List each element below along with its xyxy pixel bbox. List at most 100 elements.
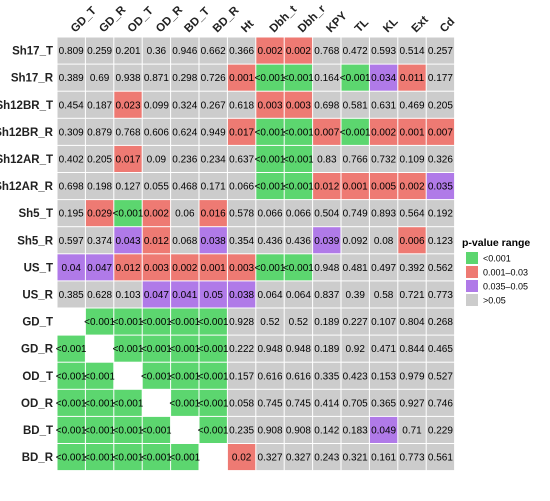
heatmap-cell [369,37,398,64]
heatmap-cell [369,308,398,335]
cell-value-label: 0.746 [428,398,453,409]
heatmap-cell [57,281,85,308]
heatmap-cell [398,308,426,335]
cell-value-label: 0.593 [371,46,396,57]
cell-value-label: 0.09 [147,154,167,165]
cell-value-label: <0.001 [198,371,229,382]
cell-value-label: 0.002 [257,46,282,57]
cell-value-label: <0.001 [56,425,87,436]
heatmap-cell [426,281,455,308]
cell-value-label: 0.187 [87,100,112,111]
cell-value-label: 0.06 [175,209,195,220]
heatmap-cell [114,64,142,91]
heatmap-cell [284,335,313,362]
heatmap-cell [142,308,171,335]
cell-value-label: 0.195 [59,209,84,220]
cell-value-label: 0.017 [115,154,140,165]
heatmap-cell [142,389,171,416]
cell-value-label: 0.423 [343,371,368,382]
cell-value-label: 0.606 [144,127,169,138]
heatmap-cell [313,200,341,227]
heatmap-cell [256,444,284,471]
column-label: KPY [324,10,349,35]
heatmap-cell [398,362,426,389]
heatmap-cell [171,444,199,471]
heatmap-cell [256,308,284,335]
cell-value-label: 0.374 [87,236,112,247]
cell-value-label: 0.064 [286,290,311,301]
cell-value-label: 0.259 [87,46,112,57]
cell-value-label: 0.001 [229,73,254,84]
cell-value-label: 0.52 [289,317,309,328]
heatmap-cell [57,254,85,281]
column-label: GD_T [69,5,99,35]
heatmap-cell [398,281,426,308]
heatmap-cell [256,200,284,227]
heatmap-cell [57,416,85,443]
cell-value-label: 0.365 [371,398,396,409]
heatmap-cell [171,389,199,416]
heatmap-cell [398,200,426,227]
heatmap-cell [426,254,455,281]
heatmap-cell [341,281,369,308]
cell-value-label: 0.309 [59,127,84,138]
cell-value-label: 0.003 [286,100,311,111]
heatmap-cell [284,308,313,335]
heatmap-cell [369,64,398,91]
cell-value-label: 0.631 [371,100,396,111]
heatmap-cell [284,444,313,471]
cell-value-label: 0.389 [59,73,84,84]
cell-value-label: 0.001 [201,263,226,274]
cell-value-label: 0.766 [343,154,368,165]
column-label: BD_R [211,4,242,35]
heatmap-cell [227,118,256,145]
heatmap-cell [227,362,256,389]
legend-label: >0.05 [483,296,506,306]
heatmap-cell [227,64,256,91]
cell-value-label: 0.201 [115,46,140,57]
cell-value-label: <0.001 [113,209,144,220]
heatmap-cell [284,64,313,91]
heatmap-cell [199,308,227,335]
heatmap-cell [341,308,369,335]
heatmap-cell [199,362,227,389]
heatmap-cell [85,37,114,64]
cell-value-label: <0.001 [169,317,200,328]
cell-value-label: 0.189 [314,344,339,355]
heatmap-cell [171,335,199,362]
cell-value-label: 0.562 [428,263,453,274]
heatmap-cell [57,227,85,254]
heatmap-cell [142,91,171,118]
heatmap-cell [313,254,341,281]
cell-value-label: 0.39 [345,290,365,301]
cell-value-label: 0.948 [257,344,282,355]
heatmap-cell [256,254,284,281]
heatmap-cell [199,227,227,254]
cell-value-label: 0.497 [371,263,396,274]
heatmap-cell [114,254,142,281]
heatmap-cell [313,281,341,308]
heatmap-cell [142,227,171,254]
cell-value-label: 0.949 [201,127,226,138]
cell-value-label: 0.099 [144,100,169,111]
cell-value-label: 0.157 [229,371,254,382]
cell-value-label: <0.001 [255,182,286,193]
heatmap-cell [142,416,171,443]
legend: p-value range <0.001 0.001–0.03 0.035–0.05 >… [462,237,530,306]
cell-value-label: 0.298 [172,73,197,84]
cell-value-label: 0.893 [371,209,396,220]
heatmap-cell [227,444,256,471]
heatmap-cell [256,173,284,200]
heatmap-cell [171,173,199,200]
heatmap-cell [199,118,227,145]
cell-value-label: <0.001 [84,317,115,328]
cell-value-label: 0.003 [229,263,254,274]
heatmap-cell [114,200,142,227]
heatmap-cell [85,145,114,172]
cell-value-label: 0.472 [343,46,368,57]
heatmap-cell [313,173,341,200]
cell-value-label: 0.08 [374,236,394,247]
heatmap-cell [171,308,199,335]
cell-value-label: 0.326 [428,154,453,165]
